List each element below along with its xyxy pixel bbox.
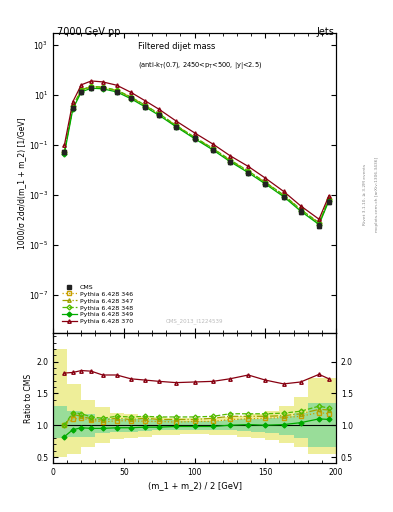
Text: Jets: Jets xyxy=(316,27,334,37)
X-axis label: (m_1 + m_2) / 2 [GeV]: (m_1 + m_2) / 2 [GeV] xyxy=(147,481,242,490)
Text: CMS_2013_I1224539: CMS_2013_I1224539 xyxy=(166,318,223,324)
Text: Rivet 3.1.10, ≥ 3.2M events: Rivet 3.1.10, ≥ 3.2M events xyxy=(364,164,367,225)
Text: Filtered dijet mass: Filtered dijet mass xyxy=(138,42,215,51)
Legend: CMS, Pythia 6.428 346, Pythia 6.428 347, Pythia 6.428 348, Pythia 6.428 349, Pyt: CMS, Pythia 6.428 346, Pythia 6.428 347,… xyxy=(59,282,135,327)
Y-axis label: Ratio to CMS: Ratio to CMS xyxy=(24,374,33,423)
Text: (anti-k$_\mathregular{T}$(0.7), 2450<p$_\mathregular{T}$<500, |y|<2.5): (anti-k$_\mathregular{T}$(0.7), 2450<p$_… xyxy=(138,60,262,71)
Text: 7000 GeV pp: 7000 GeV pp xyxy=(57,27,121,37)
Text: mcplots.cern.ch [arXiv:1306.3436]: mcplots.cern.ch [arXiv:1306.3436] xyxy=(375,157,379,232)
Y-axis label: 1000/σ 2dσ/d(m_1 + m_2) [1/GeV]: 1000/σ 2dσ/d(m_1 + m_2) [1/GeV] xyxy=(17,117,26,249)
